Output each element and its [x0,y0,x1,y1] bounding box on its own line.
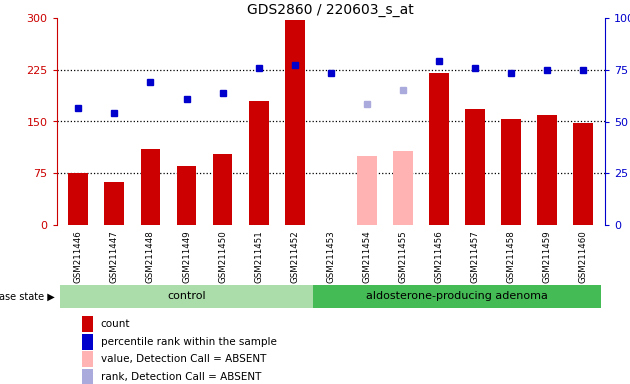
Bar [82,351,93,367]
Text: value, Detection Call = ABSENT: value, Detection Call = ABSENT [101,354,266,364]
Bar [105,182,124,225]
Title: GDS2860 / 220603_s_at: GDS2860 / 220603_s_at [248,3,414,17]
Bar [249,101,268,225]
Bar [82,369,93,384]
Bar [60,285,312,308]
Text: GSM211446: GSM211446 [74,230,83,283]
Text: aldosterone-producing adenoma: aldosterone-producing adenoma [366,291,548,301]
Text: GSM211454: GSM211454 [362,230,371,283]
Text: control: control [167,291,206,301]
Text: GSM211450: GSM211450 [218,230,227,283]
Bar [357,156,377,225]
Bar [573,123,593,225]
Text: GSM211458: GSM211458 [507,230,515,283]
Text: GSM211455: GSM211455 [398,230,408,283]
Text: GSM211449: GSM211449 [182,230,191,283]
Text: GSM211448: GSM211448 [146,230,155,283]
Text: percentile rank within the sample: percentile rank within the sample [101,337,277,347]
Text: rank, Detection Call = ABSENT: rank, Detection Call = ABSENT [101,372,261,382]
Text: GSM211452: GSM211452 [290,230,299,283]
Text: GSM211451: GSM211451 [254,230,263,283]
Bar [82,334,93,350]
Text: GSM211453: GSM211453 [326,230,335,283]
Bar [285,20,305,225]
Bar [69,173,88,225]
Bar [429,73,449,225]
Bar [537,114,557,225]
Bar [312,285,601,308]
Bar [140,149,161,225]
Bar [393,151,413,225]
Text: GSM211457: GSM211457 [471,230,479,283]
Bar [501,119,521,225]
Text: GSM211460: GSM211460 [579,230,588,283]
Text: GSM211459: GSM211459 [542,230,552,283]
Text: GSM211456: GSM211456 [435,230,444,283]
Text: disease state ▶: disease state ▶ [0,291,55,301]
Text: GSM211447: GSM211447 [110,230,119,283]
Bar [82,316,93,332]
Bar [176,166,197,225]
Text: count: count [101,319,130,329]
Bar [465,109,485,225]
Bar [213,154,232,225]
